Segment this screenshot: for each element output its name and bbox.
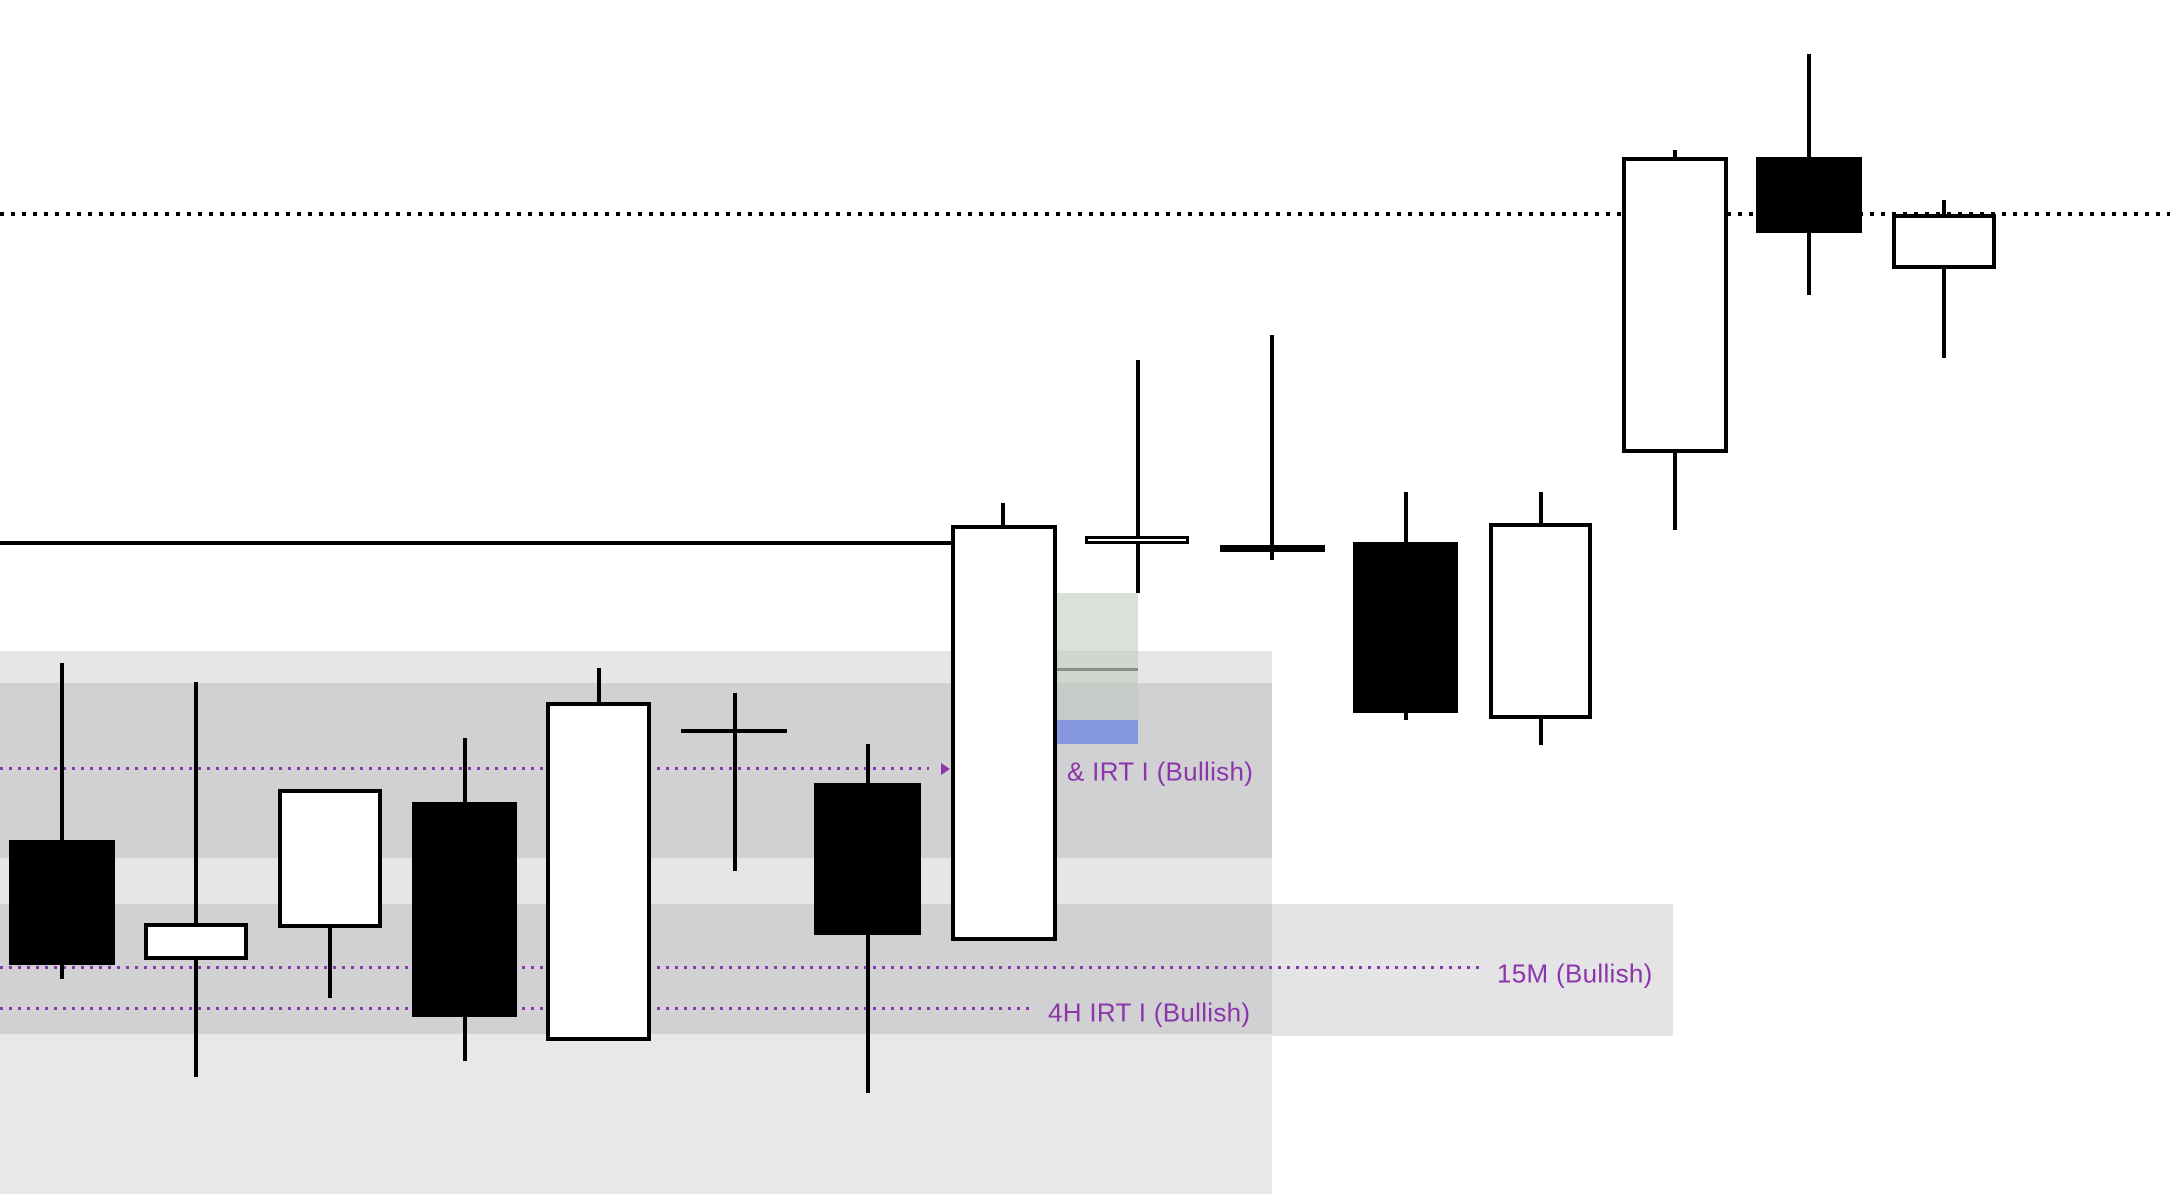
candle-body: [1489, 523, 1592, 719]
candle-upper-wick: [1673, 150, 1677, 157]
candle-upper-wick: [733, 693, 737, 729]
candle-body: [814, 783, 921, 935]
candle-lower-wick: [866, 935, 870, 1093]
arrow-marker-icon: [941, 763, 950, 775]
candle-lower-wick: [1807, 233, 1811, 295]
candle-body: [1756, 157, 1862, 233]
candle-lower-wick: [1673, 453, 1677, 530]
candle-body: [144, 923, 248, 960]
candle-upper-wick: [194, 682, 198, 923]
annotation-label-15m[interactable]: 15M (Bullish): [1497, 958, 1653, 989]
annotation-label-irt[interactable]: & IRT I (Bullish): [1067, 756, 1254, 787]
candle-lower-wick: [1942, 269, 1946, 358]
candle-upper-wick: [1404, 492, 1408, 542]
candle-lower-wick: [194, 960, 198, 1077]
sage-midline-zone[interactable]: [1057, 668, 1138, 671]
candle-upper-wick: [1807, 54, 1811, 157]
candle-body: [412, 802, 517, 1017]
candle-lower-wick: [1136, 544, 1140, 593]
candle-lower-wick: [328, 928, 332, 998]
candle-body: [1622, 157, 1728, 453]
candle-lower-wick: [60, 965, 64, 979]
sage-box-zone[interactable]: [1057, 593, 1138, 720]
candle-body: [1220, 545, 1325, 552]
candle-upper-wick: [1001, 503, 1005, 525]
candle-body: [278, 789, 382, 928]
candle-body: [1353, 542, 1458, 713]
candle-upper-wick: [1942, 200, 1946, 214]
candle-upper-wick: [1136, 360, 1140, 536]
candle-lower-wick: [463, 1017, 467, 1061]
candle-upper-wick: [866, 744, 870, 783]
candle-body: [9, 840, 115, 965]
candle-upper-wick: [60, 663, 64, 840]
candle-lower-wick: [1404, 713, 1408, 720]
blue-box-zone[interactable]: [1057, 720, 1138, 744]
candle-upper-wick: [463, 738, 467, 802]
level-line-solid-black-1[interactable]: [0, 541, 951, 545]
timeframe-zone-15m: [1272, 904, 1673, 1036]
candle-lower-wick: [1270, 552, 1274, 560]
candle-body: [1892, 214, 1996, 269]
candle-upper-wick: [597, 668, 601, 702]
level-line-dotted-black-0[interactable]: [0, 212, 2170, 216]
indicator-band-lighter: [0, 1034, 1272, 1194]
candle-lower-wick: [733, 733, 737, 871]
candle-body: [951, 525, 1057, 941]
candle-body: [1085, 536, 1189, 544]
candle-body: [546, 702, 651, 1041]
candle-upper-wick: [1270, 335, 1274, 545]
candle-upper-wick: [1539, 492, 1543, 523]
candle-body: [681, 729, 787, 733]
level-line-dotted-purple-3[interactable]: [0, 966, 1482, 969]
candle-lower-wick: [1539, 719, 1543, 745]
annotation-label-4h[interactable]: 4H IRT I (Bullish): [1048, 997, 1251, 1028]
